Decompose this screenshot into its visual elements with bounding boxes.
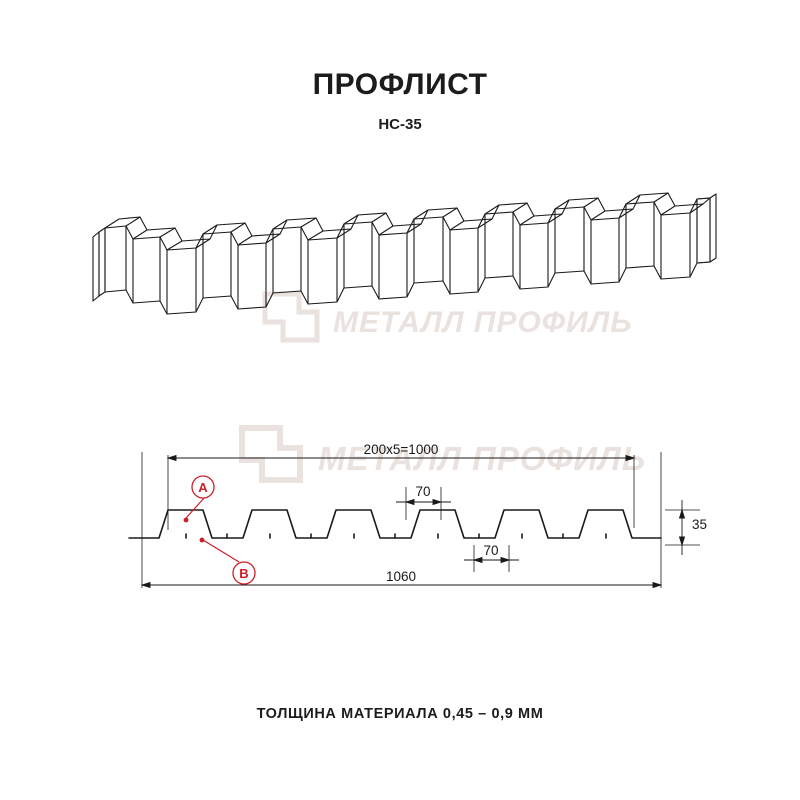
dim-text-rib-bottom: 70 xyxy=(483,543,498,558)
model-subtitle: НС-35 xyxy=(378,116,422,133)
dim-text-height: 35 xyxy=(692,517,707,532)
page-title: ПРОФЛИСТ xyxy=(312,68,488,101)
callout-leader-dots xyxy=(183,517,205,543)
dim-text-rib-top: 70 xyxy=(415,484,430,499)
dim-text-top-span: 200х5=1000 xyxy=(364,442,439,457)
callout-circle-b xyxy=(232,561,256,585)
callout-label-a: A xyxy=(198,480,208,495)
callout-label-b: B xyxy=(239,566,248,581)
callout-leader-a xyxy=(185,496,206,519)
callout-leader-b xyxy=(202,539,240,563)
material-thickness-note: ТОЛЩИНА МАТЕРИАЛА 0,45 – 0,9 ММ xyxy=(256,706,544,722)
dim-text-total: 1060 xyxy=(386,569,416,584)
callout-circle-a xyxy=(191,475,215,499)
